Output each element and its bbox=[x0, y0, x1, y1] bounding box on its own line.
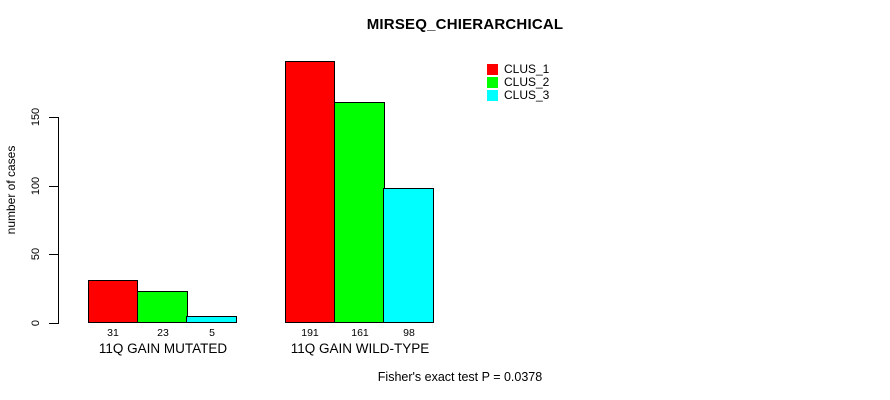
bar-value-label: 191 bbox=[301, 327, 319, 339]
legend-swatch-green bbox=[487, 77, 498, 88]
y-axis-line bbox=[58, 117, 59, 324]
y-axis-title: number of cases bbox=[4, 145, 18, 235]
y-axis-tick bbox=[49, 323, 58, 324]
legend: CLUS_1 CLUS_2 CLUS_3 bbox=[487, 63, 549, 102]
y-axis-tick-label: 0 bbox=[30, 319, 42, 327]
y-axis-tick bbox=[49, 186, 58, 187]
category-label: 11Q GAIN MUTATED bbox=[98, 341, 228, 356]
bar-value-label: 23 bbox=[157, 327, 169, 339]
legend-item: CLUS_2 bbox=[487, 76, 549, 89]
legend-swatch-cyan bbox=[487, 90, 498, 101]
bar-value-label: 98 bbox=[403, 327, 415, 339]
bar-clus_2-0 bbox=[137, 291, 188, 323]
y-axis-tick bbox=[49, 254, 58, 255]
legend-label: CLUS_1 bbox=[504, 62, 550, 76]
chart-title: MIRSEQ_CHIERARCHICAL bbox=[366, 16, 564, 33]
statistical-test-annotation: Fisher's exact test P = 0.0378 bbox=[377, 370, 543, 384]
bar-clus_1-1 bbox=[285, 61, 335, 323]
y-axis-tick bbox=[49, 117, 58, 118]
y-axis-tick-label: 50 bbox=[30, 247, 42, 261]
bar-value-label: 5 bbox=[209, 327, 215, 339]
bar-clus_2-1 bbox=[334, 102, 385, 323]
bar-value-label: 161 bbox=[351, 327, 369, 339]
legend-label: CLUS_2 bbox=[504, 75, 550, 89]
category-label: 11Q GAIN WILD-TYPE bbox=[290, 341, 430, 356]
legend-swatch-red bbox=[487, 64, 498, 75]
y-axis-tick-label: 100 bbox=[30, 176, 42, 196]
bar-clus_3-1 bbox=[383, 188, 434, 323]
legend-label: CLUS_3 bbox=[504, 88, 550, 102]
y-axis-tick-label: 150 bbox=[30, 107, 42, 127]
legend-item: CLUS_3 bbox=[487, 89, 549, 102]
bar-clus_3-0 bbox=[186, 316, 237, 323]
bar-clus_1-0 bbox=[88, 280, 138, 323]
bar-value-label: 31 bbox=[107, 327, 119, 339]
legend-item: CLUS_1 bbox=[487, 63, 549, 76]
